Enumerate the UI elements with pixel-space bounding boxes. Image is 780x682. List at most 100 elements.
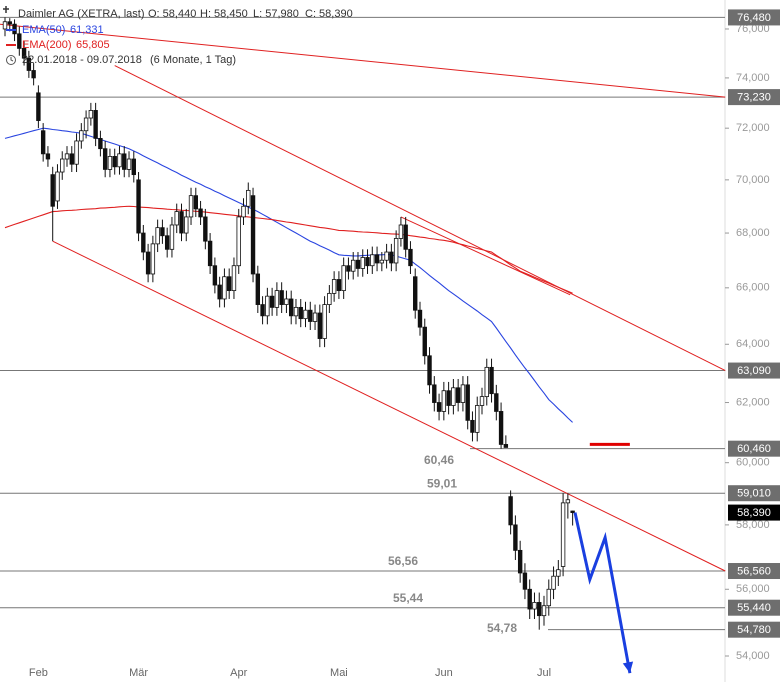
candle-body xyxy=(413,276,418,311)
candle-body xyxy=(150,243,156,275)
candle-body xyxy=(317,312,323,339)
candle-body xyxy=(279,290,284,305)
candle-body xyxy=(93,110,98,139)
candle-body xyxy=(384,251,389,261)
candle-body xyxy=(479,396,485,406)
candle-body xyxy=(470,419,475,433)
candle-body xyxy=(484,366,489,398)
candle-body xyxy=(236,216,241,267)
candle-body xyxy=(527,588,532,610)
candle-body xyxy=(498,411,504,445)
candle-body xyxy=(83,117,89,132)
legend-name: EMA(50) xyxy=(22,24,65,36)
candle-body xyxy=(312,312,318,322)
candle-body xyxy=(203,216,208,242)
y-tick-label: 68,000 xyxy=(736,227,770,239)
candle-body xyxy=(184,216,189,234)
candle-body xyxy=(64,153,70,160)
candle-body xyxy=(331,279,337,294)
candle-body xyxy=(12,23,17,35)
level-note: 54,78 xyxy=(487,621,517,635)
candle-body xyxy=(441,390,447,412)
candle-body xyxy=(308,309,313,322)
candle-body xyxy=(193,195,198,210)
candle-body xyxy=(360,257,365,269)
candle-body xyxy=(351,259,356,272)
ohlc-low: L: 57,980 xyxy=(253,8,299,20)
level-label: 55,440 xyxy=(737,602,771,614)
candle-body xyxy=(250,195,256,275)
candle-body xyxy=(222,276,227,300)
candle-body xyxy=(494,393,499,412)
header: Daimler AG (XETRA, last) O: 58,440 H: 58… xyxy=(3,6,353,66)
candle-body xyxy=(122,153,127,170)
candle-body xyxy=(422,326,427,357)
candle-body xyxy=(551,575,556,590)
projection-arrow xyxy=(573,512,632,674)
y-tick-label: 58,000 xyxy=(736,519,770,531)
trend-line xyxy=(114,65,726,372)
candle-body xyxy=(451,387,456,406)
level-label: 60,460 xyxy=(737,443,771,455)
candle-body xyxy=(365,257,370,267)
candle-body xyxy=(489,366,494,395)
candle-body xyxy=(136,179,141,234)
y-tick-label: 74,000 xyxy=(736,72,770,84)
level-label-box xyxy=(728,563,780,580)
candle-body xyxy=(322,304,327,339)
candle-body xyxy=(217,284,222,300)
level-note: 60,46 xyxy=(424,453,454,467)
candle-body xyxy=(174,211,179,226)
candle-body xyxy=(465,384,470,421)
candle-body xyxy=(370,254,375,267)
candle-body xyxy=(417,309,423,328)
candle-body xyxy=(513,524,518,551)
y-tick-label: 66,000 xyxy=(736,282,770,294)
y-tick-label: 60,000 xyxy=(736,457,770,469)
candle-body xyxy=(212,265,218,286)
level-note: 56,56 xyxy=(388,554,418,568)
candle-body xyxy=(398,224,404,239)
candle-body xyxy=(207,240,213,267)
candle-body xyxy=(298,306,303,320)
candle-body xyxy=(374,254,380,264)
level-label-box xyxy=(728,362,780,379)
candle-body xyxy=(17,33,22,49)
candle-body xyxy=(36,92,41,121)
candle-body xyxy=(460,384,466,403)
candle-body xyxy=(241,205,246,218)
candle-body xyxy=(50,174,55,207)
y-tick-label: 54,000 xyxy=(736,650,770,662)
candle-body xyxy=(2,21,8,30)
candle-body xyxy=(26,57,32,71)
level-label-box xyxy=(728,440,780,457)
ohlc-high: H: 58,450 xyxy=(200,8,248,20)
candle-body xyxy=(432,384,437,403)
candle-body xyxy=(341,265,346,292)
y-tick-label: 62,000 xyxy=(736,396,770,408)
candle-body xyxy=(274,290,280,308)
candle-body xyxy=(475,405,480,433)
x-tick-label: Feb xyxy=(29,667,48,679)
y-tick-label: 76,000 xyxy=(736,23,770,35)
candle-body xyxy=(570,510,575,513)
candle-body xyxy=(355,259,361,269)
candle-body xyxy=(69,153,74,165)
level-label-box xyxy=(728,485,780,502)
x-tick-label: Mär xyxy=(129,667,148,679)
x-tick-label: Apr xyxy=(230,667,247,679)
candle-body xyxy=(260,304,265,317)
candle-body xyxy=(45,153,51,160)
candle-body xyxy=(255,273,261,305)
candle-body xyxy=(7,21,12,25)
candle-body xyxy=(155,227,160,245)
candle-body xyxy=(79,130,84,142)
level-label-box xyxy=(728,599,780,616)
trend-line xyxy=(52,240,726,572)
candle-body xyxy=(131,158,136,176)
candle-body xyxy=(179,211,184,234)
candle-body xyxy=(198,208,203,218)
level-label: 76,480 xyxy=(737,12,771,24)
candle-body xyxy=(446,390,451,406)
